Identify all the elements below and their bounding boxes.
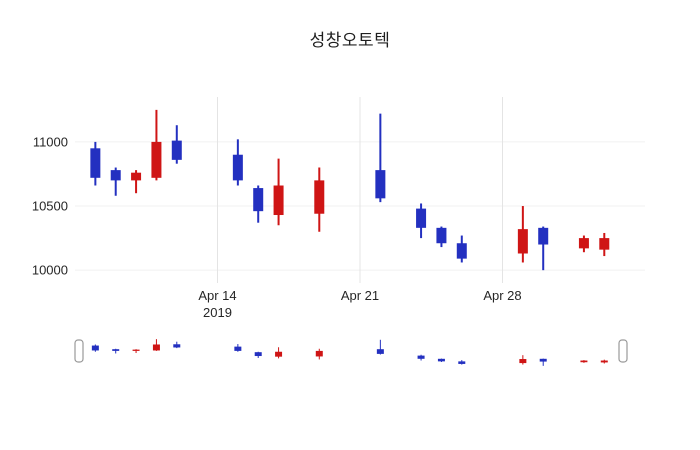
- mini-candle-body: [458, 361, 466, 364]
- y-axis-ticks: 10000 10500 11000: [32, 134, 68, 277]
- mini-candle-body: [254, 352, 262, 357]
- range-slider-handle-right[interactable]: [618, 339, 628, 363]
- candle-body[interactable]: [538, 227, 549, 245]
- candle-body[interactable]: [599, 238, 610, 250]
- candle-body[interactable]: [416, 208, 427, 228]
- range-slider[interactable]: [74, 332, 645, 373]
- mini-candle-body: [376, 349, 384, 354]
- mini-candle-body: [132, 349, 140, 351]
- candle-body[interactable]: [151, 141, 162, 178]
- plot-area[interactable]: [75, 97, 645, 283]
- mini-candle-body: [417, 355, 425, 359]
- x-tick-label: Apr 14: [198, 288, 236, 303]
- candle-body[interactable]: [436, 227, 447, 244]
- candle-body[interactable]: [90, 148, 101, 178]
- y-tick-label: 11000: [33, 134, 68, 149]
- y-tick-label: 10000: [32, 263, 68, 278]
- mini-candle-body: [91, 345, 99, 351]
- candle-body[interactable]: [456, 243, 467, 259]
- candles[interactable]: [90, 109, 610, 271]
- candle-body[interactable]: [273, 185, 284, 216]
- mini-candle-body: [234, 346, 242, 351]
- x-tick-year-label: 2019: [203, 305, 232, 320]
- mini-candle-body: [539, 358, 547, 362]
- mini-candle-body: [600, 360, 608, 363]
- candle-body[interactable]: [131, 172, 142, 181]
- range-slider-handle-left[interactable]: [74, 339, 84, 363]
- range-slider-track[interactable]: [75, 332, 645, 373]
- mini-candle-body: [519, 359, 527, 364]
- mini-candle-body: [152, 344, 160, 351]
- candle-body[interactable]: [517, 229, 528, 254]
- mini-candle-body: [315, 350, 323, 357]
- mini-candle-body: [112, 349, 120, 351]
- candle-body[interactable]: [253, 188, 264, 212]
- y-tick-label: 10500: [32, 199, 68, 214]
- gridlines: [75, 97, 645, 283]
- candle-body[interactable]: [375, 170, 386, 199]
- candle-body[interactable]: [232, 154, 243, 181]
- x-axis-ticks: Apr 14 2019 Apr 21 Apr 28: [198, 288, 521, 320]
- candle-body[interactable]: [314, 180, 325, 214]
- candle-body[interactable]: [578, 238, 589, 249]
- mini-candle-body: [437, 358, 445, 362]
- chart-title: 성창오토텍: [309, 31, 391, 50]
- candle-body[interactable]: [110, 170, 121, 181]
- x-tick-label: Apr 28: [483, 288, 521, 303]
- mini-candle-body: [275, 351, 283, 357]
- x-tick-label: Apr 21: [341, 288, 379, 303]
- mini-candle-body: [173, 344, 181, 348]
- mini-candle-body: [580, 360, 588, 363]
- candle-body[interactable]: [171, 140, 182, 160]
